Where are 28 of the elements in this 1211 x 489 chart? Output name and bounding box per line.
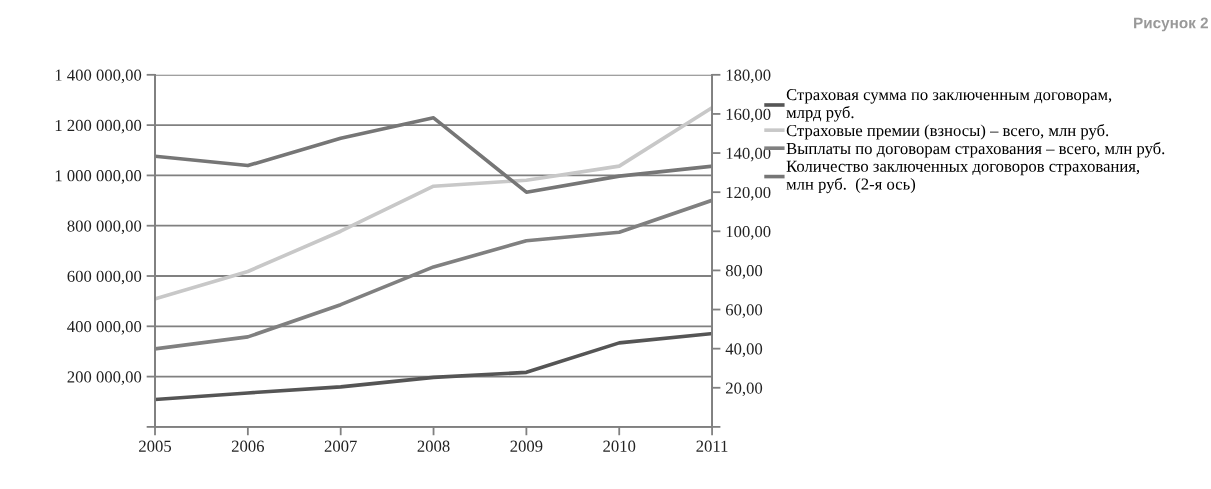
x-tick-label: 2006: [231, 440, 265, 452]
y-tick-label: 1 000 000,00: [55, 170, 142, 184]
y2-tick-label: 20,00: [725, 382, 763, 397]
x-tick-label: 2009: [510, 440, 543, 452]
y-tick-label: 1 200 000,00: [55, 119, 142, 134]
y2-tick-label: 40,00: [725, 343, 763, 357]
y2-tick-label: 80,00: [725, 265, 763, 279]
x-tick-label: 2007: [324, 440, 357, 452]
y2-tick-label: 60,00: [725, 304, 763, 318]
y-tick-label: 600 000,00: [67, 270, 142, 285]
y-tick-label: 1 400 000,00: [55, 69, 142, 84]
y-tick-label: 400 000,00: [67, 321, 142, 335]
x-tick-label: 2010: [603, 440, 636, 452]
legend-label: Выплаты по договорам страхования – всего, млн руб.: [786, 142, 1165, 158]
legend-label: Количество заключенных договоров страхования, млн руб. (2-я ось): [786, 160, 1140, 194]
y2-tick-label: 180,00: [726, 69, 771, 84]
x-tick-label: 2005: [139, 440, 172, 452]
text: Рисунок 2: [1134, 17, 1208, 32]
y-tick-label: 800 000,00: [67, 220, 142, 235]
y2-tick-label: 100,00: [726, 226, 771, 240]
legend-label: Страховые премии (взносы) – всего, млн руб.: [786, 124, 1109, 140]
y2-tick-label: 160,00: [726, 108, 771, 123]
y2-tick-label: 120,00: [726, 186, 771, 201]
x-tick-label: 2011: [696, 440, 728, 452]
x-tick-label: 2008: [417, 440, 450, 452]
y-tick-label: 200 000,00: [67, 371, 142, 385]
legend-label: Страховая сумма по заключенным договорам, млрд руб.: [786, 89, 1112, 122]
y2-tick-label: 140,00: [726, 147, 771, 162]
